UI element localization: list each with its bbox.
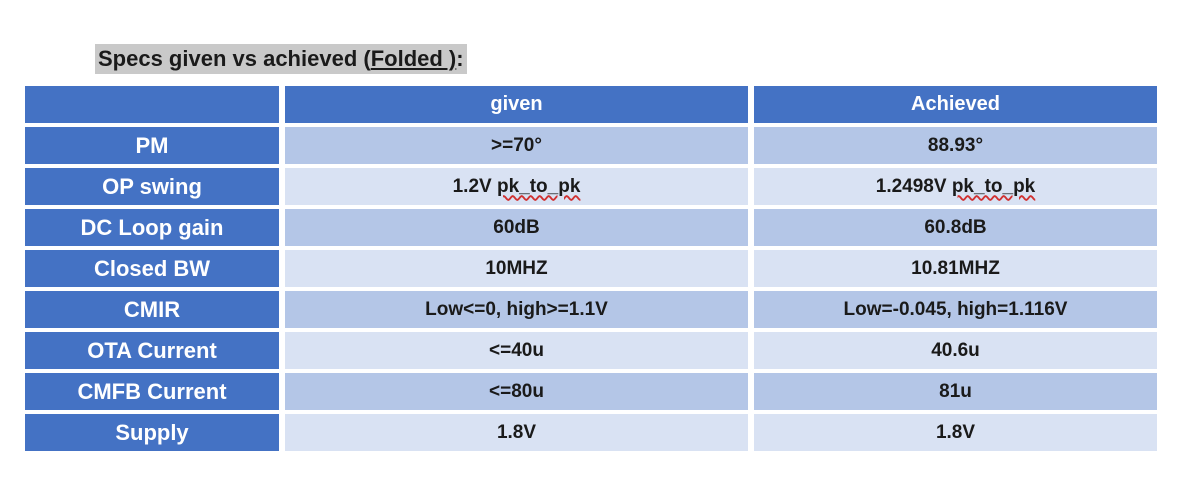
row-label: Closed BW bbox=[25, 250, 279, 287]
row-label: CMFB Current bbox=[25, 373, 279, 410]
table-row: Supply 1.8V 1.8V bbox=[25, 414, 1157, 451]
header-achieved: Achieved bbox=[754, 86, 1157, 123]
achieved-value: 60.8dB bbox=[754, 209, 1157, 246]
table-row: PM >=70° 88.93° bbox=[25, 127, 1157, 164]
given-value: Low<=0, high>=1.1V bbox=[285, 291, 748, 328]
given-value: 60dB bbox=[285, 209, 748, 246]
given-value-unit: pk_to_pk bbox=[496, 175, 581, 197]
header-blank bbox=[25, 86, 279, 123]
given-value: 1.2V pk_to_pk bbox=[285, 168, 748, 205]
table-row: DC Loop gain 60dB 60.8dB bbox=[25, 209, 1157, 246]
header-given: given bbox=[285, 86, 748, 123]
row-label: Supply bbox=[25, 414, 279, 451]
table-row: CMFB Current <=80u 81u bbox=[25, 373, 1157, 410]
row-label: OP swing bbox=[25, 168, 279, 205]
title-suffix: : bbox=[456, 46, 464, 71]
given-value: <=40u bbox=[285, 332, 748, 369]
specs-table: given Achieved PM >=70° 88.93° OP swing … bbox=[19, 82, 1163, 455]
table-row: OTA Current <=40u 40.6u bbox=[25, 332, 1157, 369]
row-label: DC Loop gain bbox=[25, 209, 279, 246]
title-folded: Folded ) bbox=[370, 46, 457, 71]
given-value-number: 1.2V bbox=[452, 175, 497, 197]
row-label: CMIR bbox=[25, 291, 279, 328]
achieved-value: 40.6u bbox=[754, 332, 1157, 369]
title-prefix: Specs given vs achieved ( bbox=[98, 46, 371, 71]
given-value: <=80u bbox=[285, 373, 748, 410]
table-row: Closed BW 10MHZ 10.81MHZ bbox=[25, 250, 1157, 287]
document-title: Specs given vs achieved (Folded ): bbox=[95, 44, 467, 74]
table-row: OP swing 1.2V pk_to_pk 1.2498V pk_to_pk bbox=[25, 168, 1157, 205]
table-header-row: given Achieved bbox=[25, 86, 1157, 123]
achieved-value: 88.93° bbox=[754, 127, 1157, 164]
achieved-value: Low=-0.045, high=1.116V bbox=[754, 291, 1157, 328]
achieved-value: 1.8V bbox=[754, 414, 1157, 451]
given-value: >=70° bbox=[285, 127, 748, 164]
achieved-value-unit: pk_to_pk bbox=[951, 175, 1036, 197]
table-row: CMIR Low<=0, high>=1.1V Low=-0.045, high… bbox=[25, 291, 1157, 328]
achieved-value: 10.81MHZ bbox=[754, 250, 1157, 287]
given-value: 10MHZ bbox=[285, 250, 748, 287]
achieved-value: 81u bbox=[754, 373, 1157, 410]
row-label: PM bbox=[25, 127, 279, 164]
achieved-value: 1.2498V pk_to_pk bbox=[754, 168, 1157, 205]
given-value: 1.8V bbox=[285, 414, 748, 451]
achieved-value-number: 1.2498V bbox=[875, 175, 952, 197]
row-label: OTA Current bbox=[25, 332, 279, 369]
specs-table-wrapper: given Achieved PM >=70° 88.93° OP swing … bbox=[25, 82, 1157, 455]
